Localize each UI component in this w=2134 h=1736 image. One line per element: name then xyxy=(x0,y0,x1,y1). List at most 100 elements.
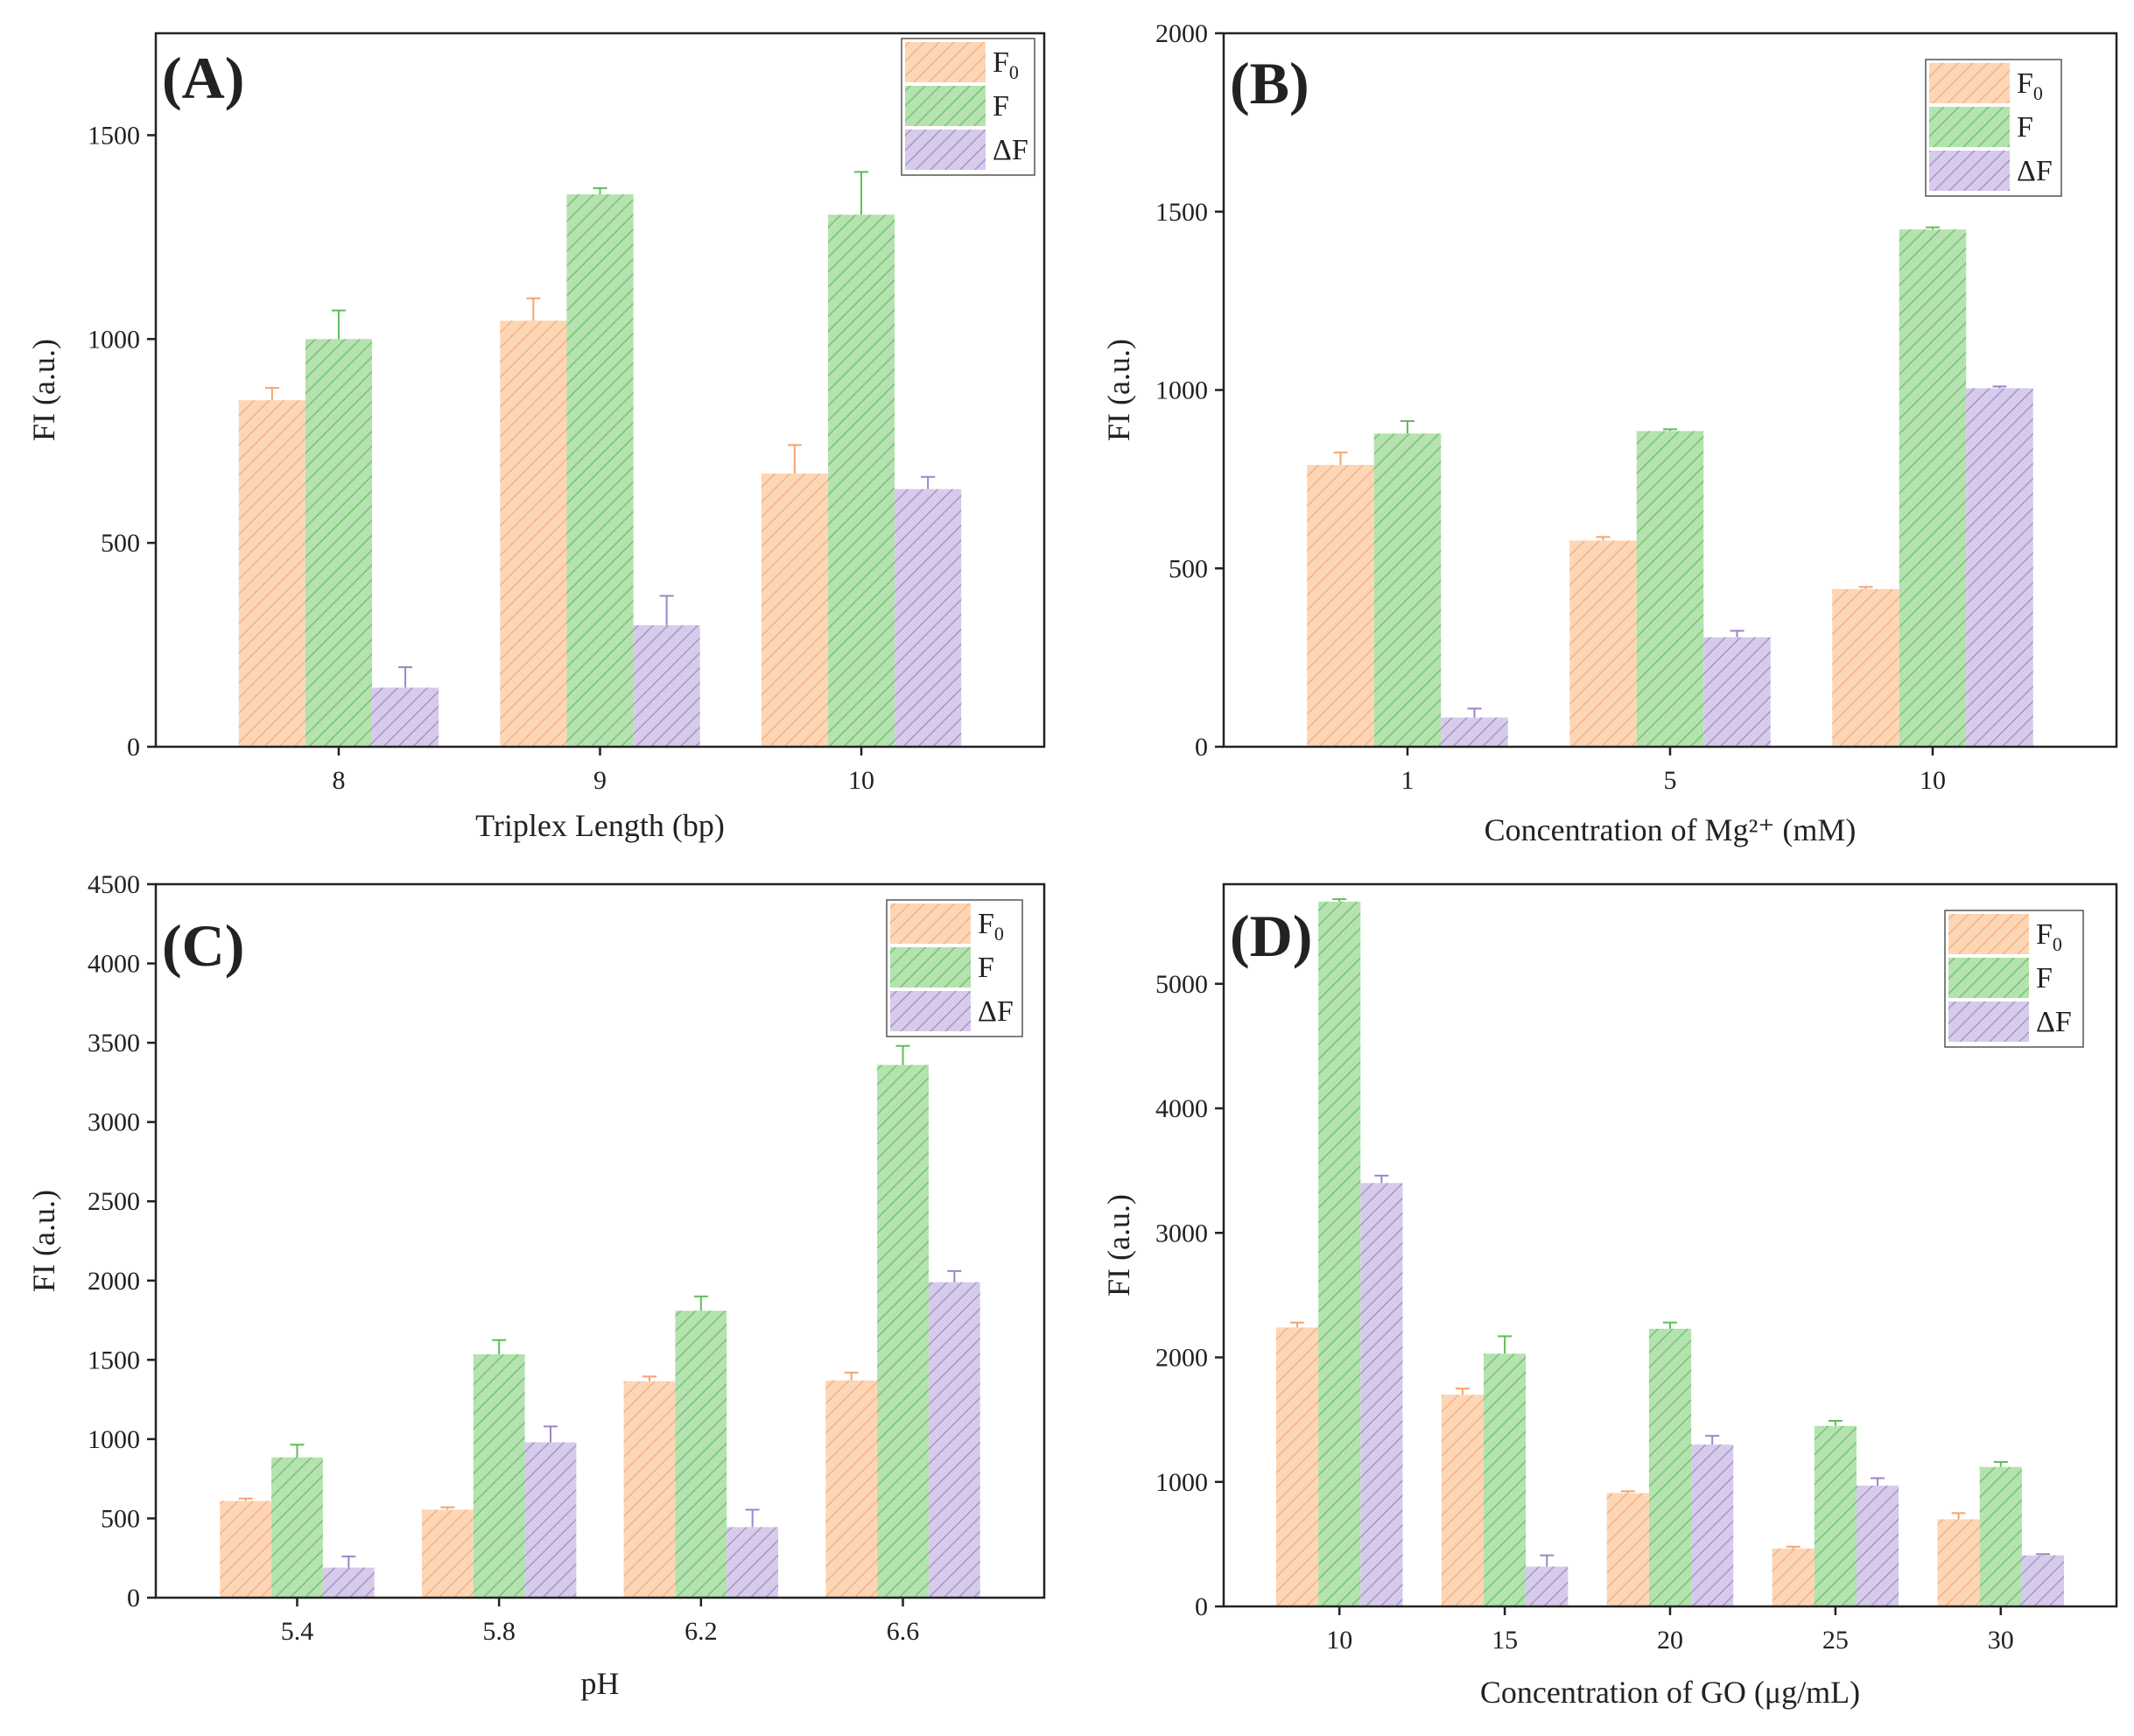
panel-d: 0 1000 2000 3000 4000 5000 10 15 20 25 30 Concentra… xyxy=(1101,882,2118,1710)
bar-f0-20 xyxy=(1606,1493,1649,1606)
x-tick-label: 5.4 xyxy=(281,1617,314,1646)
legend: F0 F ΔF xyxy=(886,899,1023,1037)
legend-swatch-delta-f xyxy=(1948,1002,2029,1042)
y-axis-title: FI (a.u.) xyxy=(26,339,61,441)
x-tick-label: 6.6 xyxy=(887,1617,920,1646)
panel-b: 0 500 1000 1500 2000 1 5 10 Concentration of Mg²… xyxy=(1101,19,2118,847)
y-tick-label: 1500 xyxy=(1155,198,1208,227)
panel-c: 0 500 1000 1500 2000 2500 3000 3500 4000 4500 5.4 5… xyxy=(26,870,1046,1701)
y-tick-label: 4000 xyxy=(88,950,140,979)
y-tick-label: 3000 xyxy=(1155,1219,1208,1248)
bar-f-6.2 xyxy=(675,1311,727,1598)
bar-f0-10 xyxy=(761,473,828,747)
legend-label-f0: F0 xyxy=(993,46,1019,83)
bar-f-6.6 xyxy=(877,1065,929,1598)
x-tick-label: 8 xyxy=(332,766,345,795)
bar-f0-10 xyxy=(1275,1327,1319,1606)
x-tick-label: 20 xyxy=(1657,1626,1683,1655)
bar-delta-f-5.8 xyxy=(524,1442,577,1598)
bar-f-9 xyxy=(566,193,634,747)
bar-delta-f-5 xyxy=(1703,636,1771,747)
bar-delta-f-9 xyxy=(633,625,700,747)
legend-label-f: F xyxy=(2017,111,2033,144)
bar-f-10 xyxy=(1318,901,1361,1606)
bar-f0-6.6 xyxy=(825,1380,878,1598)
legend-label-delta-f: ΔF xyxy=(993,134,1028,166)
y-tick-label: 1000 xyxy=(88,325,140,354)
bar-delta-f-1 xyxy=(1441,717,1508,747)
bar-delta-f-10 xyxy=(895,488,962,747)
x-tick-label: 30 xyxy=(1988,1626,2014,1655)
x-tick-label: 6.2 xyxy=(684,1617,718,1646)
x-axis-title: pH xyxy=(581,1666,620,1701)
legend-label-f: F xyxy=(978,952,994,984)
x-tick-label: 9 xyxy=(593,766,607,795)
bars xyxy=(1275,898,2065,1606)
y-tick-label: 5000 xyxy=(1155,970,1208,999)
y-tick-label: 2000 xyxy=(1155,19,1208,48)
y-axis-title: FI (a.u.) xyxy=(26,1190,61,1292)
bar-f-1 xyxy=(1373,433,1442,747)
x-tick-label: 10 xyxy=(848,766,874,795)
bar-f-10 xyxy=(1899,229,1967,747)
bar-f0-25 xyxy=(1772,1548,1815,1606)
legend-swatch-f xyxy=(905,86,986,126)
bar-f-30 xyxy=(1979,1466,2022,1606)
y-tick-label: 3500 xyxy=(88,1029,140,1058)
x-axis-title: Concentration of Mg²⁺ (mM) xyxy=(1485,812,1857,847)
legend-label-f0: F0 xyxy=(2036,918,2062,955)
legend: F0 F ΔF xyxy=(1944,910,2084,1048)
bar-f0-8 xyxy=(238,400,305,747)
bar-f-25 xyxy=(1814,1425,1857,1606)
bar-delta-f-6.6 xyxy=(928,1282,980,1598)
panel-a: 0 500 1000 1500 8 9 10 Triplex Length (bp) FI (a… xyxy=(26,32,1046,843)
bar-delta-f-30 xyxy=(2021,1555,2065,1606)
y-tick-label: 1500 xyxy=(88,1346,140,1374)
x-tick-label: 5.8 xyxy=(482,1617,516,1646)
legend-swatch-f xyxy=(1929,107,2010,147)
bar-delta-f-10 xyxy=(1966,388,2033,747)
y-tick-label: 2500 xyxy=(88,1187,140,1216)
bars xyxy=(1307,226,2033,747)
bar-f-5.8 xyxy=(473,1353,525,1598)
bar-f0-6.2 xyxy=(623,1381,676,1598)
bar-delta-f-5.4 xyxy=(322,1567,375,1598)
legend-label-delta-f: ΔF xyxy=(2036,1006,2072,1038)
panel-label: (D) xyxy=(1230,903,1312,969)
legend: F0 F ΔF xyxy=(1925,59,2062,197)
x-tick-label: 1 xyxy=(1401,766,1414,795)
bars xyxy=(220,1044,980,1598)
y-tick-label: 0 xyxy=(127,1584,140,1613)
bar-f-20 xyxy=(1648,1328,1692,1606)
bar-f0-15 xyxy=(1441,1395,1485,1606)
legend-label-f: F xyxy=(993,90,1009,123)
y-tick-label: 2000 xyxy=(88,1267,140,1296)
bar-delta-f-6.2 xyxy=(727,1527,779,1598)
bar-f-5.4 xyxy=(271,1457,323,1598)
legend-label-f: F xyxy=(2036,962,2053,995)
y-tick-label: 4000 xyxy=(1155,1094,1208,1123)
bar-f0-5.4 xyxy=(220,1501,272,1598)
bar-f0-1 xyxy=(1307,465,1374,747)
legend-swatch-delta-f xyxy=(905,130,986,170)
legend-label-delta-f: ΔF xyxy=(2017,155,2053,187)
bar-f-8 xyxy=(305,339,373,747)
y-axis-title: FI (a.u.) xyxy=(1101,1194,1136,1297)
legend-swatch-f xyxy=(890,947,971,987)
bar-f-15 xyxy=(1484,1353,1527,1606)
legend-label-f0: F0 xyxy=(2017,67,2043,104)
x-tick-label: 10 xyxy=(1326,1626,1352,1655)
legend-swatch-delta-f xyxy=(1929,151,2010,191)
bar-f-5 xyxy=(1636,431,1704,747)
y-tick-label: 0 xyxy=(1195,733,1208,762)
y-tick-label: 2000 xyxy=(1155,1344,1208,1373)
bar-delta-f-10 xyxy=(1360,1183,1403,1606)
bar-f-10 xyxy=(827,214,895,747)
y-tick-label: 1000 xyxy=(1155,1468,1208,1497)
y-tick-label: 1500 xyxy=(88,121,140,150)
legend-swatch-f0 xyxy=(1929,63,2010,103)
y-tick-label: 3000 xyxy=(88,1108,140,1137)
y-tick-label: 1000 xyxy=(1155,376,1208,405)
y-tick-label: 500 xyxy=(101,529,140,558)
